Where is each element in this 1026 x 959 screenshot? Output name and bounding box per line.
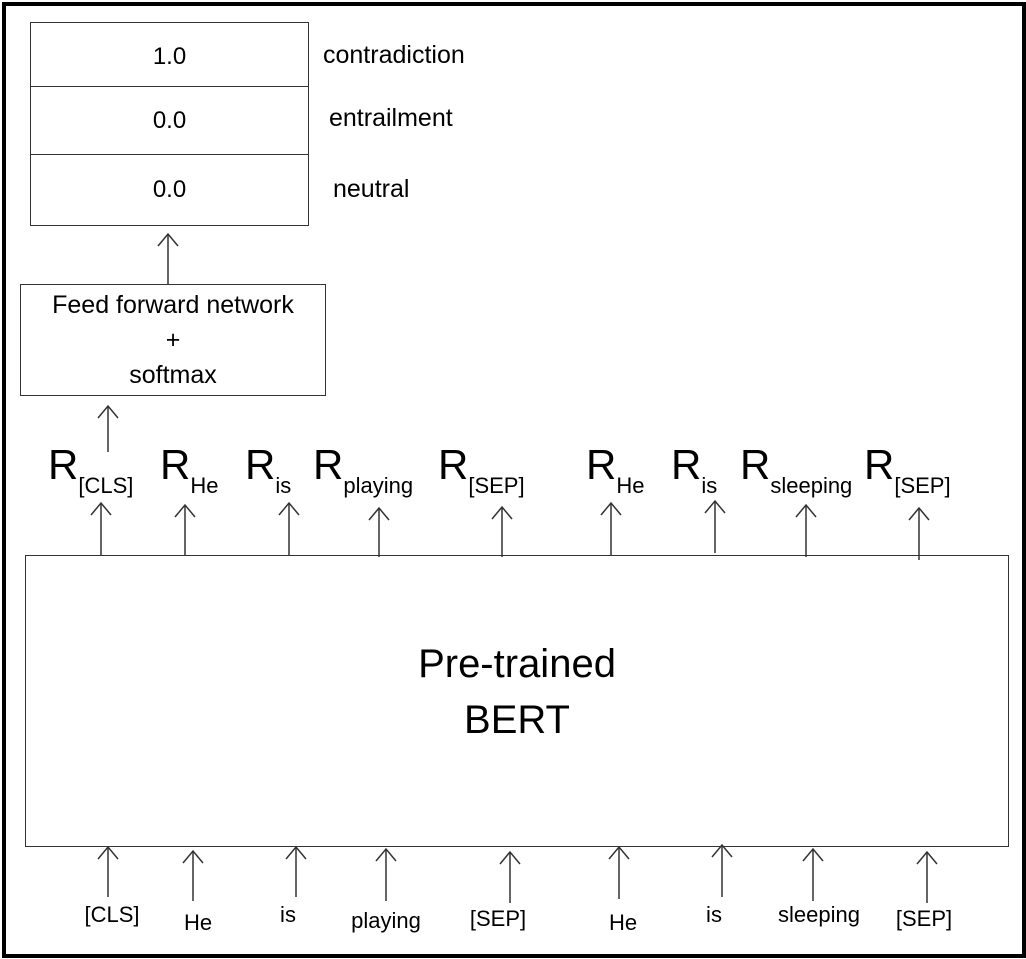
token-he-1: He — [183, 910, 213, 935]
arrow-bert-to-rep — [491, 505, 513, 557]
bert-box: Pre-trained BERT — [25, 555, 1009, 847]
token-is-2: is — [706, 902, 722, 927]
rep-playing: Rplaying — [313, 440, 414, 498]
arrow-token-to-bert — [97, 845, 119, 897]
rep-sub: is — [275, 473, 292, 498]
rep-base: R — [48, 441, 79, 488]
output-row-divider — [31, 86, 308, 87]
rep-base: R — [245, 441, 276, 488]
rep-is-1: Ris — [245, 440, 292, 498]
rep-base: R — [864, 441, 895, 488]
arrow-bert-to-rep — [368, 506, 390, 557]
token-playing: playing — [351, 908, 421, 933]
arrow-bert-to-rep — [704, 499, 726, 553]
output-row-divider — [31, 154, 308, 155]
ffn-label-line3: softmax — [129, 361, 217, 389]
output-value-contradiction: 1.0 — [152, 43, 187, 70]
rep-cls: R[CLS] — [48, 440, 134, 498]
token-he-2: He — [608, 910, 638, 935]
arrow-token-to-bert — [711, 843, 733, 897]
rep-he-2: RHe — [586, 440, 645, 498]
arrow-cls-to-ffn — [97, 404, 119, 452]
token-sep-1: [SEP] — [469, 906, 527, 931]
output-label-contradiction: contradiction — [323, 41, 465, 69]
rep-base: R — [586, 441, 617, 488]
rep-base: R — [671, 441, 702, 488]
arrow-bert-to-rep — [174, 503, 196, 555]
rep-sub: [CLS] — [78, 473, 134, 498]
rep-base: R — [438, 441, 469, 488]
rep-sleeping: Rsleeping — [740, 440, 853, 498]
token-sleeping: sleeping — [778, 902, 860, 927]
arrow-token-to-bert — [608, 845, 630, 899]
arrow-token-to-bert — [375, 847, 397, 901]
arrow-bert-to-rep — [600, 501, 622, 555]
ffn-label-line1: Feed forward network — [52, 291, 294, 319]
bert-label-line2: BERT — [464, 698, 570, 742]
arrow-bert-to-rep — [908, 506, 930, 560]
rep-sub: [SEP] — [468, 473, 525, 498]
rep-base: R — [313, 441, 344, 488]
ffn-label: Feed forward network + softmax — [21, 285, 325, 393]
rep-sub: He — [616, 473, 645, 498]
arrow-token-to-bert — [285, 845, 307, 897]
ffn-label-line2: + — [165, 326, 181, 354]
arrow-ffn-to-output — [157, 232, 179, 284]
rep-sub: is — [701, 473, 718, 498]
token-cls: [CLS] — [84, 902, 140, 927]
rep-is-2: Ris — [671, 440, 718, 498]
token-sep-2: [SEP] — [895, 906, 953, 931]
arrow-bert-to-rep — [795, 503, 817, 557]
output-value-entailment: 0.0 — [152, 107, 187, 134]
rep-sep-1: R[SEP] — [438, 440, 525, 498]
ffn-box: Feed forward network + softmax — [20, 284, 326, 396]
arrow-token-to-bert — [499, 850, 521, 903]
rep-sub: sleeping — [770, 473, 853, 498]
rep-sep-2: R[SEP] — [864, 440, 951, 498]
arrow-bert-to-rep — [90, 501, 112, 555]
rep-base: R — [740, 441, 771, 488]
rep-sub: He — [190, 473, 219, 498]
rep-he-1: RHe — [160, 440, 219, 498]
arrow-token-to-bert — [182, 849, 204, 901]
bert-label-line1: Pre-trained — [418, 642, 616, 686]
output-table: 1.0 0.0 0.0 — [30, 22, 309, 226]
output-label-neutral: neutral — [333, 175, 410, 203]
token-is-1: is — [280, 902, 296, 927]
arrow-token-to-bert — [916, 850, 938, 903]
arrow-bert-to-rep — [278, 501, 300, 555]
rep-sub: [SEP] — [894, 473, 951, 498]
output-value-neutral: 0.0 — [152, 176, 187, 203]
output-label-entailment: entrailment — [329, 104, 453, 132]
rep-sub: playing — [343, 473, 414, 498]
rep-base: R — [160, 441, 191, 488]
arrow-token-to-bert — [802, 847, 824, 901]
